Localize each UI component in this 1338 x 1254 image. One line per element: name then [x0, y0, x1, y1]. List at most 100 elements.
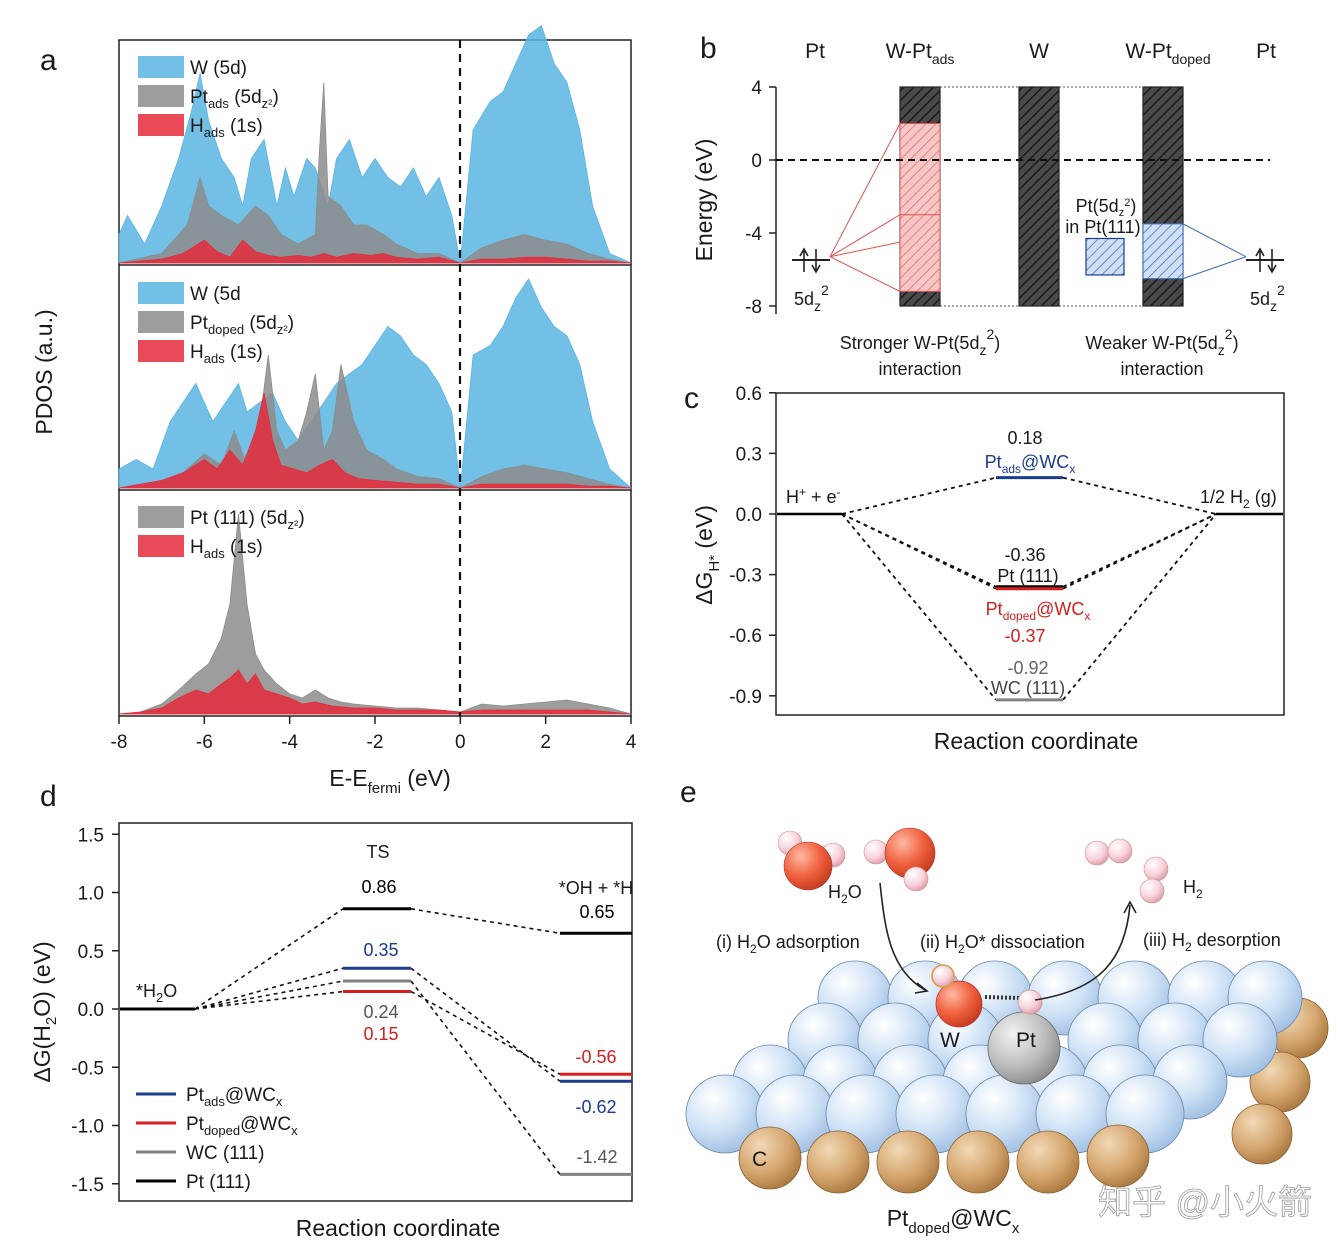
panel-d-ts-value-3: 0.15 — [363, 1024, 398, 1044]
panel-letter-d: d — [40, 780, 57, 813]
adsorbed-hydrogen-2 — [1017, 989, 1043, 1015]
panel-d-legend-label-1-part: @WC — [240, 1114, 291, 1135]
legend-label-Pt111-0: Pt (111) (5dz²) — [190, 508, 305, 532]
panel-b-ytick-label: 4 — [751, 78, 762, 99]
panel-d-legend-label-2-part: WC (111) — [186, 1143, 264, 1164]
adsorbed-oxygen — [935, 980, 983, 1028]
panel-b-ytick-label: 0 — [751, 151, 762, 172]
h2-molecule-2 — [1139, 856, 1169, 904]
legend-label-Pt_ads-2: Hads (1s) — [190, 116, 263, 140]
panel-c-ytick-label: 0.0 — [736, 505, 762, 526]
legend-label-Pt111-0-part: z² — [288, 517, 300, 532]
panel-letter-c: c — [684, 382, 699, 415]
panel-c-free-energy: 0.60.30.0-0.3-0.6-0.9 0.18Ptads@WCx-0.36… — [691, 384, 1285, 754]
panel-c-path-out-0 — [1062, 476, 1217, 515]
panel-d-fs-value-3: -0.56 — [575, 1047, 616, 1067]
panel-d-ts-value-0-part: 0.86 — [361, 877, 396, 897]
panel-c-x-title: Reaction coordinate — [934, 728, 1139, 754]
panel-d-legend-label-0-part: x — [276, 1094, 283, 1109]
panel-d-y-title: ΔG(H2O) (eV) — [29, 941, 60, 1082]
panel-d-ytick-label: 1.0 — [78, 884, 104, 905]
panel-d-ytick-label: 1.5 — [78, 825, 104, 846]
legend-label-Pt_doped-2-part: H — [190, 342, 204, 363]
h2o-label: H2O — [828, 882, 862, 906]
panel-a-xtick-label: -2 — [367, 732, 384, 753]
legend-label-Pt_ads-1-part: ads — [208, 96, 229, 111]
pt-atom-label: Pt — [1016, 1029, 1036, 1052]
surface-atoms: W Pt C — [685, 960, 1329, 1194]
panel-d-ytick-label: -1.0 — [71, 1117, 104, 1138]
legend-swatch-Pt_doped-1 — [138, 311, 184, 333]
stronger-caption-1: Stronger W-Pt(5dz2) — [840, 326, 1001, 358]
panel-c-value-pt-doped: -0.37 — [1004, 626, 1045, 646]
water-molecule-1 — [777, 830, 846, 891]
weaker-caption-2: interaction — [1120, 359, 1203, 379]
h2-label: H2 — [1183, 877, 1203, 901]
panel-b-column-3-part: doped — [1172, 51, 1211, 67]
pdos-areas — [118, 24, 633, 715]
pdos-legends: W (5d)Ptads (5dz²)Hads (1s)W (5dPtdoped … — [138, 56, 305, 561]
step-2-label: (ii) H2O* dissociation — [920, 932, 1085, 956]
panel-c-path-in-0 — [841, 476, 997, 515]
panel-d-y-ticks: 1.5 1.0 0.5 0.0 -0.5 -1.0 -1.5 — [71, 825, 119, 1196]
panel-c-label-wc111-part: WC (111) — [991, 678, 1065, 698]
pt111-box-label-1: Pt(5dz2) — [1076, 196, 1137, 219]
watermark: 知乎 @小火箭 — [1098, 1184, 1312, 1222]
panel-b-column-headers: Pt W-Ptads W W-Ptdoped Pt — [805, 40, 1276, 67]
legend-label-Pt_doped-0-part: W (5d — [190, 284, 241, 305]
legend-swatch-Pt_ads-2 — [138, 114, 184, 136]
pdos-area-Pt_doped-H1s — [118, 392, 632, 489]
panel-d-legend-label-1-part: x — [291, 1123, 298, 1138]
panel-d-fs-value-1-part: -0.62 — [575, 1097, 616, 1117]
panel-d-legend-label-1: Ptdoped@WCx — [186, 1114, 298, 1138]
w-pt-doped-blue-band — [1142, 223, 1184, 280]
panel-a-pdos: W (5d)Ptads (5dz²)Hads (1s)W (5dPtdoped … — [31, 24, 637, 797]
panel-c-label-pt111-part: Pt (111) — [997, 566, 1058, 586]
panel-a-xtick-label: -6 — [196, 732, 213, 753]
w-atom-label: W — [940, 1029, 960, 1052]
panel-d-path-out-2 — [410, 980, 561, 1175]
panel-d-legend-label-0: Ptads@WCx — [186, 1085, 283, 1109]
panel-letter-b: b — [700, 32, 717, 65]
panel-c-label-wc111: WC (111) — [991, 678, 1065, 698]
panel-b-energy-diagram: 40-4-8 Energy (eV) Pt W-Ptads W W-Ptdoped Pt… — [691, 40, 1285, 379]
w-atom-label-part: W — [940, 1029, 960, 1052]
panel-d-path-in-1 — [194, 967, 344, 1010]
legend-label-Pt111-0-part: Pt (111) (5d — [190, 508, 288, 529]
panel-a-x-title: E-Efermi (eV) — [329, 765, 451, 797]
panel-a-x-title-unit: (eV) — [401, 765, 451, 791]
panel-c-path-in-3 — [841, 513, 997, 701]
panel-d-ts-value-2-part: 0.24 — [363, 1002, 398, 1022]
c-atom-label: C — [752, 1148, 767, 1171]
legend-label-Pt_ads-0-part: W (5d) — [190, 58, 247, 79]
w-band — [1018, 86, 1060, 307]
panel-b-column-2: W — [1029, 40, 1049, 63]
panel-b-column-1: W-Ptads — [886, 40, 955, 67]
red-interaction-line-0 — [829, 123, 901, 257]
panel-b-connector-left — [940, 86, 1019, 307]
panel-d-pathways: 0.86 0.65 0.35 -0.62 0.24 -1.42 0.15 -0.56 — [120, 877, 632, 1176]
panel-c-label-pt-ads-part: @WC — [1021, 452, 1069, 472]
panel-b-column-4: Pt — [1256, 40, 1276, 63]
panel-c-ytick-label: -0.3 — [729, 566, 762, 587]
panel-c-value-pt-ads: 0.18 — [1007, 428, 1042, 448]
adsorption-arrow — [879, 882, 926, 991]
panel-d-legend-label-0-part: @WC — [225, 1085, 276, 1106]
panel-c-value-pt-doped-part: -0.37 — [1004, 626, 1045, 646]
panel-b-column-3: W-Ptdoped — [1125, 40, 1210, 67]
legend-label-Pt_ads-2-part: (1s) — [225, 116, 263, 137]
panel-d-fs-value-2: -1.42 — [576, 1147, 617, 1167]
pdos-area-Pt_ads-Pt5dz2 — [118, 82, 632, 264]
panel-b-y-ticks: 4 0 -4 -8 — [745, 78, 776, 318]
panel-a-x-title-main: E-E — [329, 765, 367, 791]
legend-label-Pt_doped-1-part: (5d — [244, 313, 277, 334]
panel-d-water-dissociation: 1.5 1.0 0.5 0.0 -0.5 -1.0 -1.5 0.86 0.65 0.35 -0.… — [29, 822, 633, 1241]
legend-label-Pt_ads-1-part: Pt — [190, 87, 209, 108]
panel-b-column-4-part: Pt — [1256, 40, 1276, 63]
panel-c-label-pt-doped: Ptdoped@WCx — [986, 599, 1091, 623]
legend-label-Pt_doped-2-part: (1s) — [225, 342, 263, 363]
panel-b-column-0: Pt — [805, 40, 825, 63]
water-molecule-2 — [863, 827, 936, 892]
legend-label-Pt_doped-0: W (5d — [190, 284, 241, 305]
